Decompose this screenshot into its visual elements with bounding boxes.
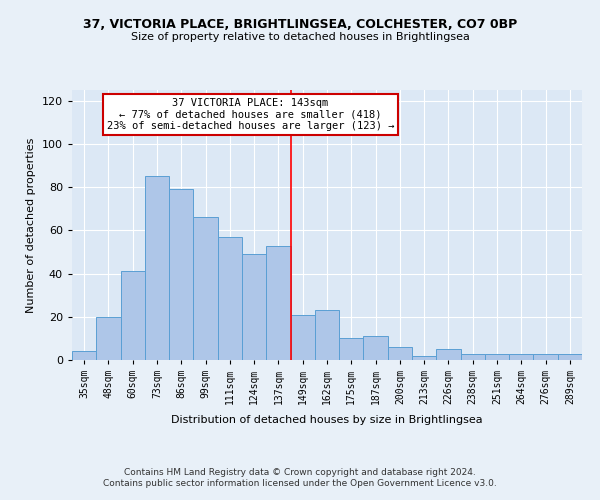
Bar: [461, 354, 485, 360]
Text: 37, VICTORIA PLACE, BRIGHTLINGSEA, COLCHESTER, CO7 0BP: 37, VICTORIA PLACE, BRIGHTLINGSEA, COLCH…: [83, 18, 517, 30]
X-axis label: Distribution of detached houses by size in Brightlingsea: Distribution of detached houses by size …: [171, 416, 483, 426]
Bar: [315, 310, 339, 360]
Bar: [266, 246, 290, 360]
Text: 37 VICTORIA PLACE: 143sqm
← 77% of detached houses are smaller (418)
23% of semi: 37 VICTORIA PLACE: 143sqm ← 77% of detac…: [107, 98, 394, 132]
Text: Contains HM Land Registry data © Crown copyright and database right 2024.
Contai: Contains HM Land Registry data © Crown c…: [103, 468, 497, 487]
Bar: [533, 354, 558, 360]
Bar: [412, 356, 436, 360]
Bar: [558, 354, 582, 360]
Text: Size of property relative to detached houses in Brightlingsea: Size of property relative to detached ho…: [131, 32, 469, 42]
Y-axis label: Number of detached properties: Number of detached properties: [26, 138, 36, 312]
Bar: [485, 354, 509, 360]
Bar: [242, 254, 266, 360]
Bar: [290, 314, 315, 360]
Bar: [364, 336, 388, 360]
Bar: [193, 218, 218, 360]
Bar: [218, 237, 242, 360]
Bar: [145, 176, 169, 360]
Bar: [72, 352, 96, 360]
Bar: [121, 272, 145, 360]
Bar: [96, 317, 121, 360]
Bar: [509, 354, 533, 360]
Bar: [339, 338, 364, 360]
Bar: [436, 349, 461, 360]
Bar: [169, 190, 193, 360]
Bar: [388, 347, 412, 360]
